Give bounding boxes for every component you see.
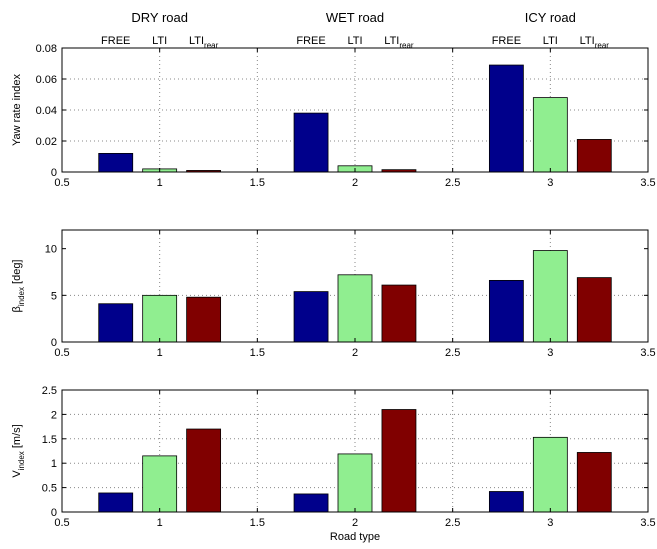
- method-label-text: FREE: [492, 35, 521, 47]
- y-tick-label: 0: [51, 507, 57, 519]
- road-title-1: DRY road: [131, 10, 188, 25]
- y-tick-label: 0.08: [36, 43, 57, 55]
- bar-lti-rear: [576, 139, 612, 173]
- road-title-2: WET road: [326, 10, 384, 25]
- bar-lti: [337, 453, 373, 513]
- road-title-3: ICY road: [525, 10, 576, 25]
- method-label-text: LTI: [189, 35, 204, 47]
- bar-lti-rear: [381, 409, 417, 513]
- method-label-subscript: rear: [399, 41, 414, 50]
- y-axis-label-text: β: [11, 306, 23, 312]
- y-tick-label: 1.5: [42, 434, 57, 446]
- bar-free: [488, 279, 524, 343]
- method-label-3-2: LTI: [543, 35, 558, 47]
- x-tick-label: 0.5: [54, 177, 69, 189]
- x-tick-label: 3.5: [640, 177, 655, 189]
- y-tick-label: 2.5: [42, 385, 57, 397]
- bar-free: [98, 492, 134, 513]
- method-label-2-3: LTIrear: [384, 35, 414, 50]
- bar-free: [293, 493, 329, 513]
- x-tick-label: 1.5: [250, 177, 265, 189]
- y-tick-label: 0.04: [36, 105, 57, 117]
- method-label-3-1: FREE: [492, 35, 521, 47]
- y-axis-label: Yaw rate index: [11, 74, 23, 146]
- y-tick-label: 10: [45, 244, 57, 256]
- bar-free: [98, 152, 134, 173]
- x-tick-label: 1: [157, 347, 163, 359]
- method-label-text: FREE: [101, 35, 130, 47]
- bar-lti: [142, 294, 178, 343]
- bar-lti: [532, 250, 568, 343]
- method-label-2-1: FREE: [296, 35, 325, 47]
- x-tick-label: 3.5: [640, 347, 655, 359]
- method-label-text: LTI: [347, 35, 362, 47]
- x-tick-label: 2.5: [445, 177, 460, 189]
- method-label-3-3: LTIrear: [580, 35, 610, 50]
- y-axis-label-text: Yaw rate index: [11, 74, 23, 146]
- x-tick-label: 3.5: [640, 517, 655, 529]
- bar-lti: [142, 455, 178, 513]
- method-label-1-3: LTIrear: [189, 35, 219, 50]
- y-axis-label-subscript: index: [17, 287, 26, 306]
- bar-lti: [337, 274, 373, 343]
- bar-lti-rear: [186, 428, 222, 513]
- y-axis-label-subscript: index: [17, 451, 26, 470]
- panel-2: 0.5 1 1.5 2 2.5 3 3.5 0 5 10 βindex [deg]: [11, 229, 656, 359]
- method-label-text: LTI: [152, 35, 167, 47]
- bar-lti: [532, 436, 568, 513]
- bar-free: [293, 291, 329, 343]
- y-tick-label: 0.5: [42, 483, 57, 495]
- bar-free: [488, 64, 524, 173]
- method-label-text: FREE: [296, 35, 325, 47]
- method-label-text: LTI: [580, 35, 595, 47]
- x-tick-label: 1.5: [250, 517, 265, 529]
- bar-free: [293, 112, 329, 173]
- x-tick-label: 1: [157, 177, 163, 189]
- x-axis-label: Road type: [330, 531, 380, 543]
- y-axis-label: βindex [deg]: [11, 260, 26, 313]
- bar-free: [98, 303, 134, 343]
- x-tick-label: 2.5: [445, 347, 460, 359]
- bar-lti-rear: [576, 452, 612, 513]
- x-tick-label: 2: [352, 517, 358, 529]
- y-axis-label-unit: [m/s]: [11, 424, 23, 451]
- y-tick-label: 0.02: [36, 136, 57, 148]
- method-label-subscript: rear: [595, 41, 610, 50]
- method-label-subscript: rear: [204, 41, 219, 50]
- y-tick-label: 0: [51, 167, 57, 179]
- y-tick-label: 0.06: [36, 74, 57, 86]
- y-axis-label: Vindex [m/s]: [11, 424, 26, 477]
- bar-lti-rear: [186, 296, 222, 343]
- bar-lti-rear: [576, 277, 612, 343]
- x-tick-label: 3: [547, 177, 553, 189]
- bar-free: [488, 491, 524, 513]
- x-tick-label: 3: [547, 517, 553, 529]
- panel-1: 0.5 1 1.5 2 2.5 3 3.5 0 0.02 0.04 0.06 0.08 Yaw rate…: [11, 43, 656, 189]
- x-tick-label: 0.5: [54, 347, 69, 359]
- y-axis-label-unit: [deg]: [11, 260, 23, 288]
- bar-lti-rear: [381, 284, 417, 343]
- method-label-1-2: LTI: [152, 35, 167, 47]
- x-tick-label: 2: [352, 347, 358, 359]
- x-tick-label: 3: [547, 347, 553, 359]
- x-tick-label: 1: [157, 517, 163, 529]
- x-tick-label: 1.5: [250, 347, 265, 359]
- y-tick-label: 5: [51, 290, 57, 302]
- y-tick-label: 2: [51, 409, 57, 421]
- x-tick-label: 2.5: [445, 517, 460, 529]
- method-label-text: LTI: [384, 35, 399, 47]
- method-label-text: LTI: [543, 35, 558, 47]
- method-label-2-2: LTI: [347, 35, 362, 47]
- y-axis-label-text: V: [11, 470, 23, 478]
- y-tick-label: 1: [51, 458, 57, 470]
- bar-lti: [532, 97, 568, 173]
- y-tick-label: 0: [51, 337, 57, 349]
- x-tick-label: 2: [352, 177, 358, 189]
- x-tick-label: 0.5: [54, 517, 69, 529]
- method-label-1-1: FREE: [101, 35, 130, 47]
